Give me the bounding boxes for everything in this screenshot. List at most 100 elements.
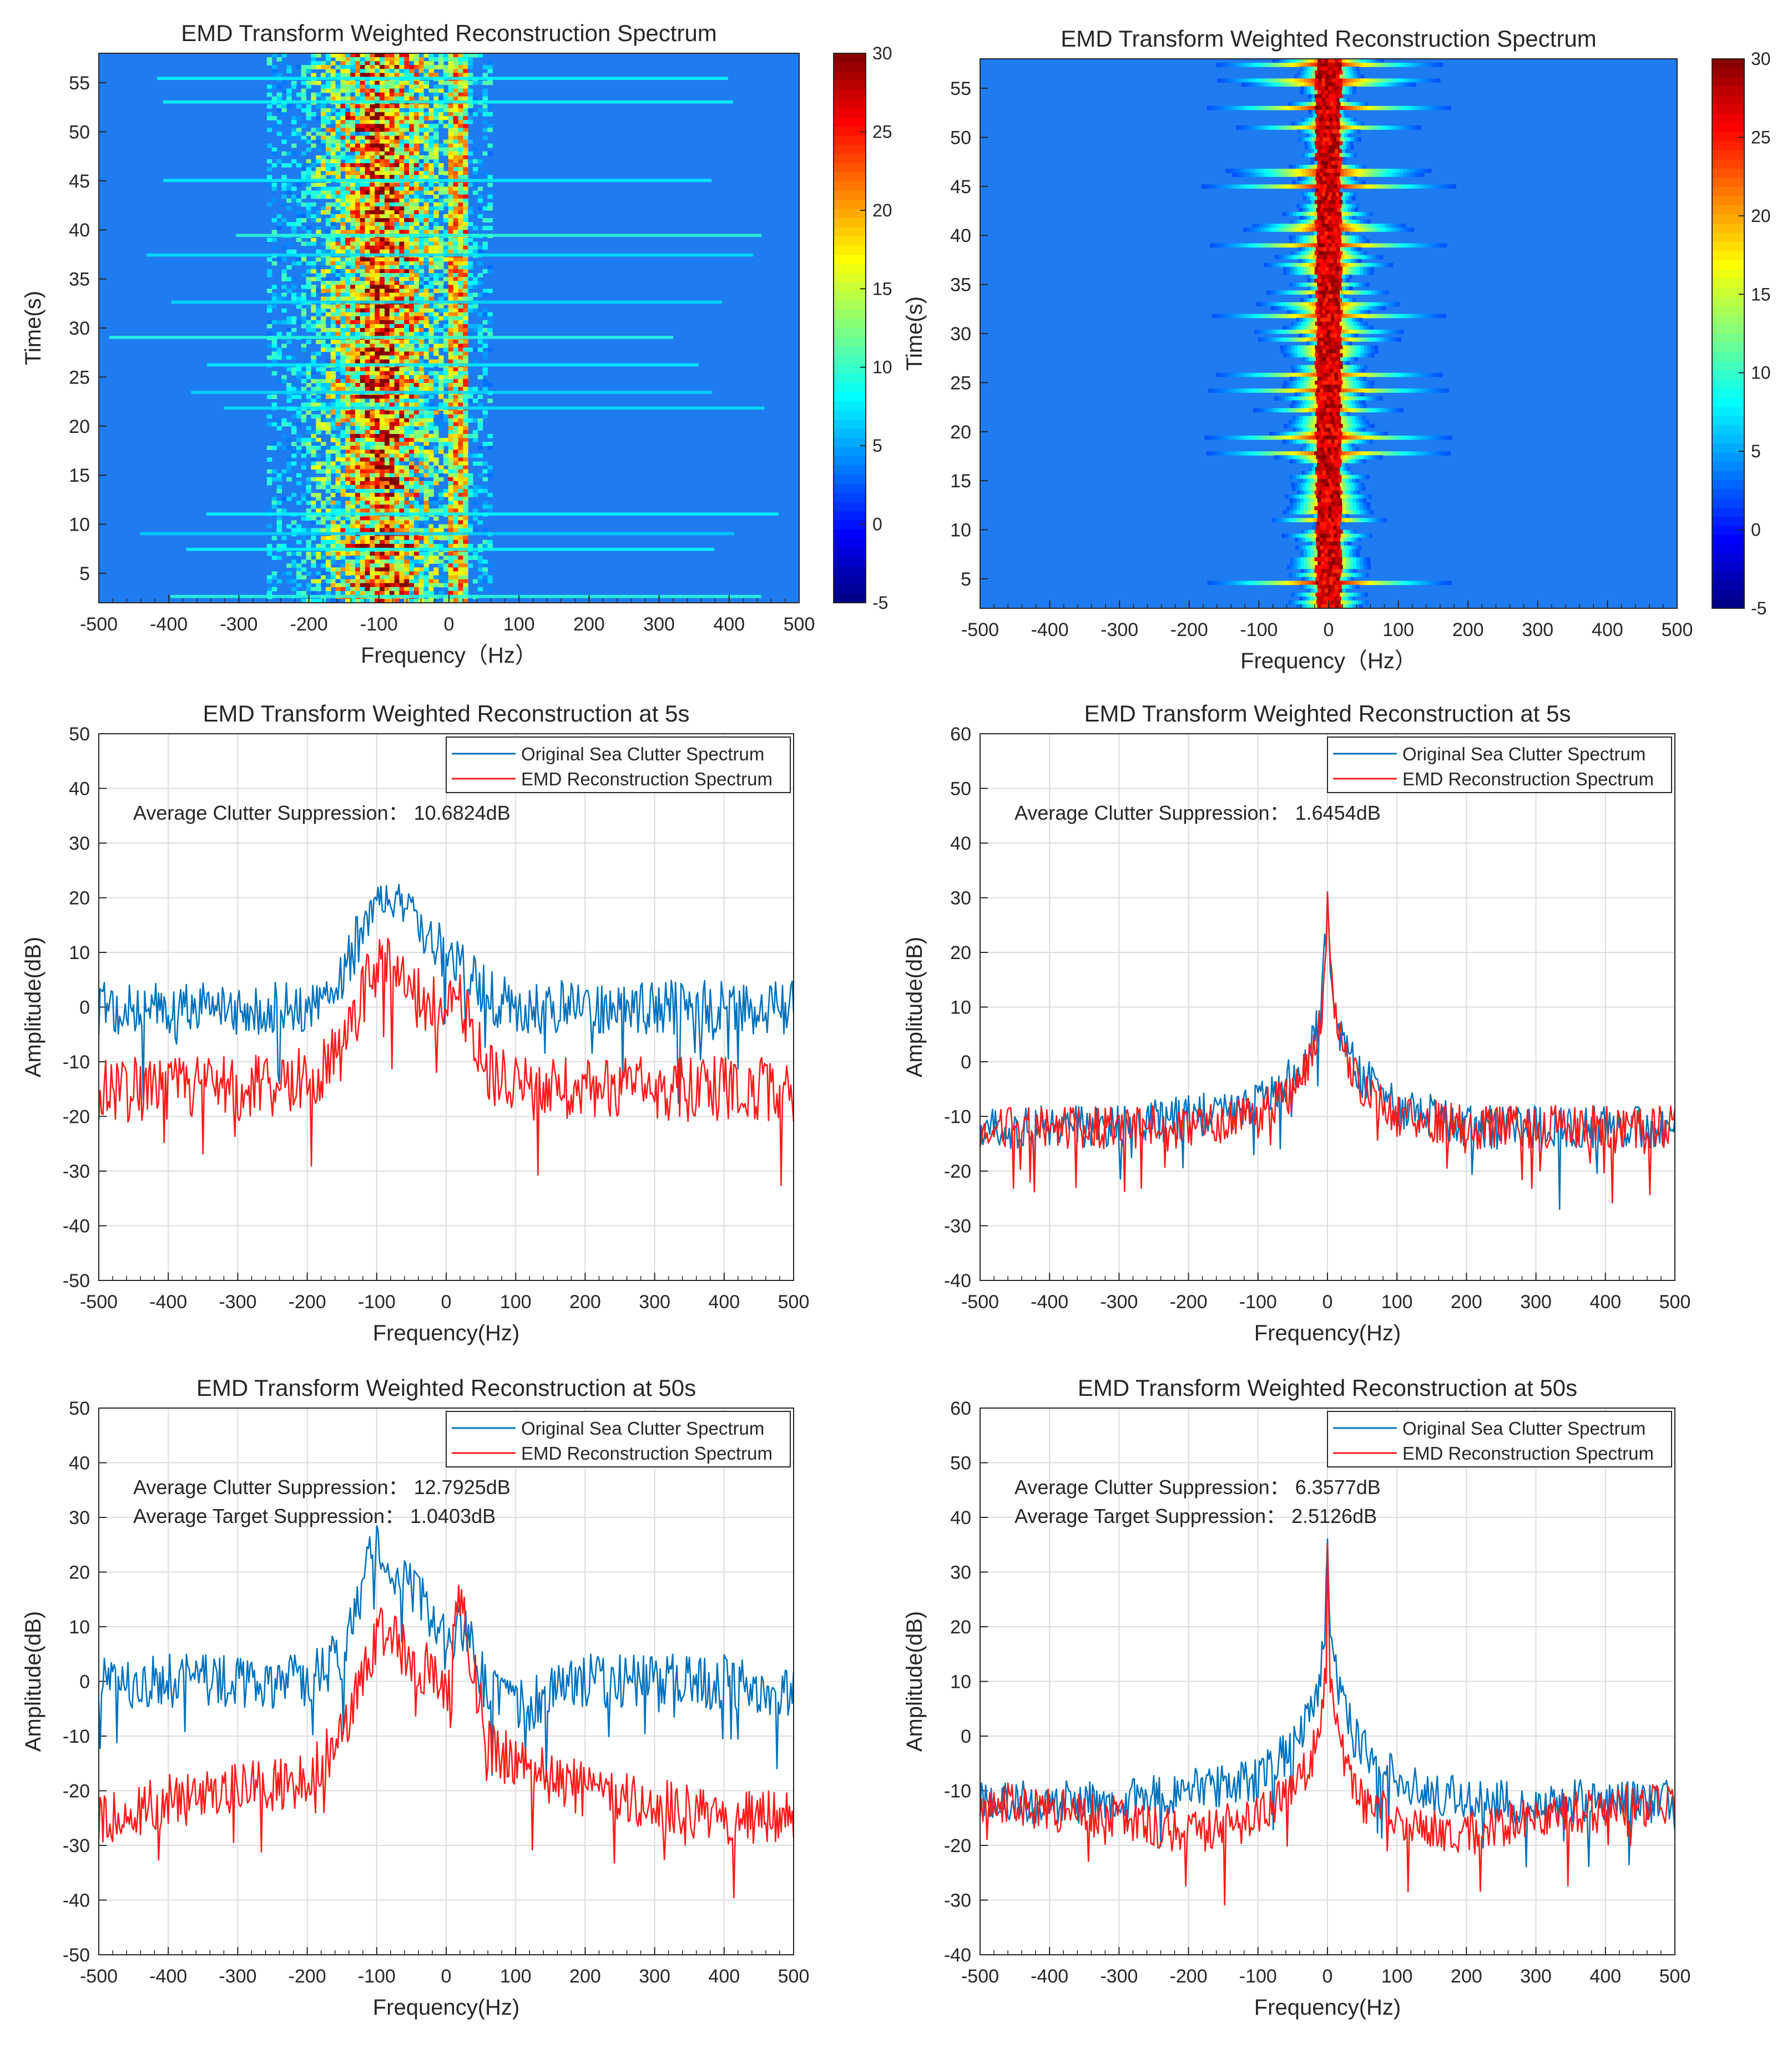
chart-1-heatmap-cell	[438, 552, 444, 556]
chart-1-heatmap-cell	[380, 497, 385, 501]
chart-1-heatmap-cell	[458, 143, 463, 148]
chart-1-heatmap-cell	[325, 257, 331, 262]
chart-1-heatmap-cell	[276, 332, 282, 336]
chart-1-heatmap-cell	[325, 241, 331, 246]
chart-1-heatmap-cell	[468, 120, 473, 124]
chart-1-heatmap-cell	[482, 80, 488, 85]
chart-1-heatmap-cell	[340, 312, 346, 317]
chart-1-heatmap-cell	[438, 387, 444, 391]
chart-1-heatmap-cell	[409, 112, 415, 117]
chart-1-heatmap-cell	[394, 312, 400, 317]
chart-1-heatmap-cell	[375, 163, 380, 168]
chart-1-heatmap-cell	[428, 135, 434, 140]
chart-1-heatmap-cell	[409, 430, 415, 435]
chart-1-heatmap-cell	[389, 261, 395, 266]
chart-1-heatmap-cell	[458, 433, 463, 438]
chart-1-heatmap-cell	[370, 289, 375, 293]
chart-1-heatmap-cell	[468, 206, 473, 211]
chart-1-heatmap-cell	[306, 139, 311, 144]
chart-1-colorbar-step	[834, 548, 866, 558]
chart-1-heatmap-cell	[409, 347, 415, 352]
chart-1-heatmap-cell	[428, 571, 434, 576]
chart-1-heatmap-cell	[281, 379, 287, 384]
chart-1-heatmap-cell	[413, 347, 420, 352]
chart-1-heatmap-cell	[365, 112, 370, 117]
chart-1-heatmap-cell	[316, 481, 321, 486]
chart-1-heatmap-cell	[438, 563, 444, 568]
chart-1-heatmap-cell	[487, 575, 493, 580]
chart-1-heatmap-cell	[316, 128, 321, 133]
chart-1-heatmap-cell	[443, 190, 449, 195]
chart-1-heatmap-cell	[311, 57, 316, 62]
chart-1-heatmap-cell	[380, 159, 385, 164]
chart-1-heatmap-cell	[458, 488, 463, 493]
chart-1-heatmap-cell	[355, 171, 361, 175]
chart-1-heatmap-cell	[340, 536, 346, 541]
chart-1-heatmap-cell	[276, 418, 282, 423]
chart-1-heatmap-cell	[355, 371, 361, 376]
chart-1-heatmap-cell	[325, 375, 331, 380]
chart-1-heatmap-cell	[384, 308, 390, 313]
chart-1-heatmap-cell	[360, 446, 366, 450]
chart-1-heatmap-cell	[311, 430, 316, 435]
chart-1-heatmap-cell	[325, 147, 331, 152]
chart-1-heatmap-cell	[276, 516, 282, 521]
chart-1-heatmap-cell	[458, 340, 463, 344]
chart-1-heatmap-cell	[463, 143, 468, 148]
chart-1-heatmap-cell	[394, 289, 400, 293]
chart-1-heatmap-cell	[404, 347, 410, 352]
chart-1-heatmap-cell	[365, 457, 370, 462]
chart-1-heatmap-cell	[443, 245, 449, 250]
chart-1-heatmap-cell	[345, 53, 351, 58]
chart-1-heatmap-cell	[370, 132, 375, 137]
chart-1-heatmap-cell	[281, 543, 287, 548]
chart-1-heatmap-cell	[345, 567, 351, 572]
chart-1-heatmap-cell	[423, 422, 430, 427]
chart-1-heatmap-cell	[463, 453, 468, 458]
chart-1-heatmap-cell	[355, 210, 361, 215]
chart-1-heatmap-cell	[463, 104, 468, 109]
chart-1-heatmap-cell	[438, 116, 444, 120]
chart-1-heatmap-cell	[394, 433, 400, 438]
chart-1-heatmap-cell	[380, 249, 385, 254]
chart-1-heatmap-cell	[409, 493, 415, 497]
chart-1-heatmap-cell	[316, 226, 321, 230]
chart-1-heatmap-cell	[404, 355, 410, 360]
chart-1-heatmap-cell	[409, 312, 415, 317]
chart-1-heatmap-cell	[276, 379, 282, 384]
chart-1-heatmap-cell	[360, 143, 366, 148]
chart-1-heatmap-cell	[321, 469, 326, 474]
chart-1-heatmap-cell	[448, 214, 454, 219]
chart-1-heatmap-cell	[448, 414, 454, 419]
chart-1-heatmap-cell	[365, 218, 370, 223]
chart-1-heatmap-cell	[316, 116, 321, 120]
chart-1-heatmap-cell	[453, 277, 459, 281]
chart-1-heatmap-cell	[335, 143, 341, 148]
chart-1-heatmap-cell	[311, 61, 316, 65]
chart-1-heatmap-cell	[399, 69, 405, 73]
chart-1-heatmap-cell	[325, 465, 331, 470]
chart-1-heatmap-cell	[350, 112, 356, 117]
chart-1-heatmap-cell	[365, 61, 370, 65]
chart-1-heatmap-cell	[418, 304, 425, 309]
chart-1-heatmap-cell	[321, 159, 326, 164]
chart-1-heatmap-cell	[394, 143, 400, 148]
chart-1-heatmap-cell	[330, 202, 336, 207]
chart-1-heatmap-cell	[463, 124, 468, 128]
chart-1-heatmap-cell	[365, 292, 370, 297]
chart-1-heatmap-cell	[380, 469, 385, 474]
chart-1-heatmap-cell	[413, 80, 420, 85]
chart-1-heatmap-cell	[468, 528, 473, 533]
chart-1-heatmap-cell	[448, 65, 454, 69]
chart-1-heatmap-cell	[409, 139, 415, 144]
chart-1-heatmap-cell	[335, 167, 341, 171]
chart-1-heatmap-cell	[428, 473, 434, 478]
chart-1-heatmap-cell	[276, 351, 282, 356]
chart-1-heatmap-cell	[296, 524, 302, 529]
chart-1-heatmap-cell	[281, 61, 287, 65]
chart-1-heatmap-cell	[325, 371, 331, 376]
chart-1-heatmap-streak	[224, 406, 765, 410]
chart-1-heatmap-cell	[404, 539, 410, 544]
chart-1-heatmap-cell	[345, 433, 351, 438]
chart-1-heatmap-cell	[360, 543, 366, 548]
